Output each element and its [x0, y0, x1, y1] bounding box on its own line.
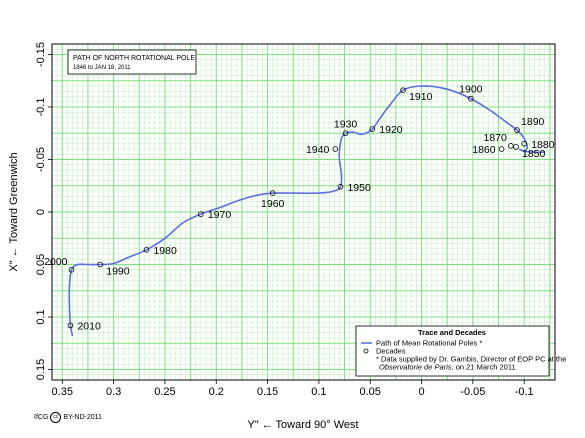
legend-note-2-italic: Observatorie de Paris	[379, 363, 452, 372]
legend-note-2: Observatorie de Paris, on 21 March 2011	[379, 363, 516, 372]
decade-label: 1880	[531, 139, 555, 151]
decade-marker	[97, 261, 104, 268]
decade-marker	[337, 184, 344, 190]
decade-marker	[198, 211, 204, 217]
decade-marker	[67, 322, 74, 329]
decade-marker	[68, 266, 75, 273]
decade-marker	[514, 127, 520, 133]
legend-marker-swatch	[363, 348, 369, 354]
legend-note-2-rest: , on 21 March 2011	[452, 363, 516, 372]
y-tick-label: 0	[35, 209, 47, 215]
legend-marker-label: Decades	[376, 347, 406, 356]
y-tick-label: -0.05	[35, 147, 47, 172]
legend-note-1: * Data supplied by Dr. Gambis, Director …	[376, 355, 566, 364]
decade-marker	[332, 146, 339, 152]
decade-label: 1870	[483, 132, 507, 144]
decade-label: 1940	[306, 144, 330, 156]
decade-marker	[468, 95, 474, 102]
decade-label: 1930	[334, 118, 358, 130]
decade-label: 1990	[106, 266, 130, 278]
x-axis: 0.35 0.3 0.25 0.2 0.15 0.1 0.05 0 -0.05 -0.1	[52, 380, 534, 398]
decade-label: 1900	[459, 84, 483, 96]
y-axis: -0.15 -0.1 -0.05 0 0.05 0.1 0.15	[35, 42, 52, 380]
cc-license-icon: cc	[50, 412, 62, 423]
x-tick-label: 0.25	[154, 386, 175, 398]
x-tick-label: 0	[418, 386, 424, 398]
x-tick-label: -0.1	[515, 386, 534, 398]
decade-label: 1980	[153, 245, 177, 257]
decade-marker	[508, 143, 514, 149]
y-axis-title: X" ← Toward Greenwich	[8, 152, 20, 271]
y-tick-label: 0.05	[35, 254, 47, 275]
x-tick-label: 0.3	[106, 386, 121, 398]
decade-label: 1850	[522, 148, 546, 160]
credit-license: BY-ND-2011	[63, 414, 102, 421]
decade-marker	[342, 130, 349, 137]
y-tick-label: 0.15	[35, 359, 47, 380]
x-axis-title: Y" ← Toward 90° West	[247, 419, 358, 431]
x-tick-label: -0.05	[460, 386, 485, 398]
decade-marker	[498, 146, 505, 152]
chart-title: PATH OF NORTH ROTATIONAL POLE	[73, 55, 195, 62]
decade-marker	[521, 140, 528, 147]
decade-marker	[143, 247, 150, 253]
y-tick-label: -0.1	[35, 98, 47, 117]
decade-marker	[513, 144, 519, 150]
x-tick-label: 0.35	[52, 386, 73, 398]
credit-line: IfCG cc BY-ND-2011	[34, 412, 102, 423]
legend-line-label: Path of Mean Rotational Poles *	[376, 339, 482, 348]
decade-label: 1910	[409, 91, 433, 103]
legend-title: Trace and Decades	[418, 328, 486, 337]
x-tick-label: 0.2	[209, 386, 224, 398]
decade-points: 2010 2000 1990 1980 1970 1960 1950 1940 1930 1920…	[44, 84, 555, 333]
decade-marker	[369, 126, 376, 132]
x-tick-label: 0.15	[257, 386, 278, 398]
x-tick-label: 0.05	[360, 386, 381, 398]
decade-marker	[269, 190, 276, 196]
legend: Trace and Decades Path of Mean Rotationa…	[355, 325, 566, 377]
credit-org: IfCG	[34, 414, 49, 421]
y-tick-label: -0.15	[35, 42, 47, 67]
decade-label: 1890	[521, 116, 545, 128]
decade-label: 1960	[261, 198, 285, 210]
decade-marker	[400, 87, 406, 93]
decade-label: 1860	[472, 144, 496, 156]
grid	[51, 43, 556, 381]
decade-label: 1970	[208, 209, 232, 221]
decade-label: 2000	[44, 256, 68, 268]
decade-label: 2010	[77, 320, 101, 332]
x-tick-label: 0.1	[311, 386, 326, 398]
decade-label: 1950	[347, 182, 371, 194]
y-tick-label: 0.1	[35, 309, 47, 324]
pole-path-line	[68, 85, 545, 337]
decade-label: 1920	[379, 124, 403, 136]
title-box: PATH OF NORTH ROTATIONAL POLE 1846 to JA…	[67, 49, 197, 75]
chart-subtitle: 1846 to JAN 18, 2011	[73, 65, 131, 71]
